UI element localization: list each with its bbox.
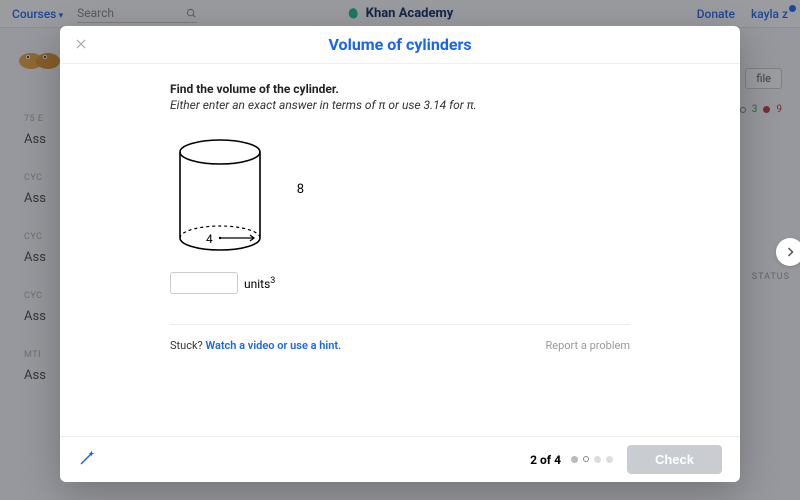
height-label: 8 (297, 182, 304, 197)
answer-row: units3 (170, 272, 630, 294)
stuck-label: Stuck? (170, 339, 203, 352)
hint-link[interactable]: Watch a video or use a hint. (205, 339, 341, 352)
progress-dots (571, 456, 613, 463)
close-button[interactable] (74, 36, 92, 54)
radius-label: 4 (206, 232, 213, 246)
progress-dot (571, 456, 578, 463)
divider (170, 324, 630, 325)
modal-title: Volume of cylinders (328, 35, 471, 54)
progress-text: 2 of 4 (530, 453, 561, 467)
question-subprompt: Either enter an exact answer in terms of… (170, 98, 630, 112)
scratchpad-button[interactable] (78, 449, 96, 471)
cylinder-figure: 8 4 (170, 138, 290, 252)
modal-footer: 2 of 4 Check (60, 436, 740, 482)
progress-dot (606, 456, 613, 463)
answer-units: units3 (244, 276, 275, 291)
progress-dot (594, 456, 601, 463)
wand-icon (78, 449, 96, 467)
next-arrow-button[interactable] (776, 238, 800, 266)
close-icon (74, 37, 88, 51)
modal-header: Volume of cylinders (60, 26, 740, 64)
chevron-right-icon (784, 246, 796, 258)
answer-input[interactable] (170, 272, 238, 294)
check-button[interactable]: Check (627, 445, 722, 474)
exercise-modal: Volume of cylinders Find the volume of t… (60, 26, 740, 482)
modal-body: Find the volume of the cylinder. Either … (60, 64, 740, 436)
question-prompt: Find the volume of the cylinder. (170, 82, 630, 96)
report-link[interactable]: Report a problem (546, 339, 631, 352)
progress-dot (583, 456, 589, 462)
